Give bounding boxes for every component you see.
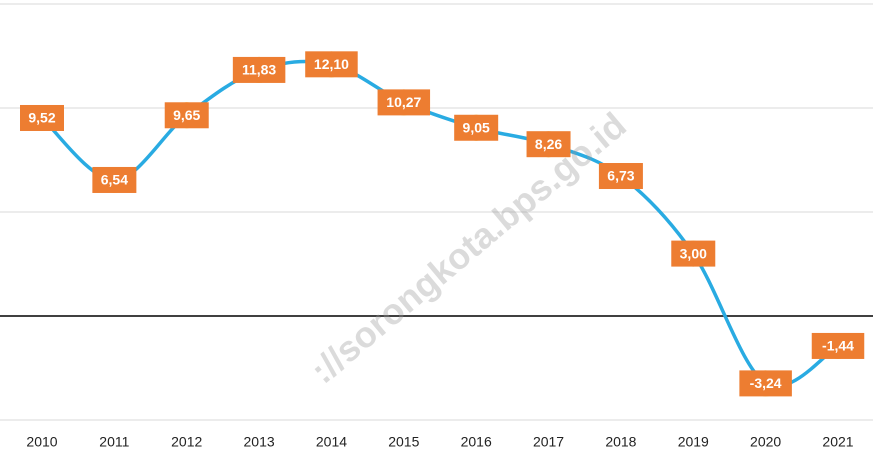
x-tick-label: 2017	[533, 434, 564, 450]
label-box	[739, 370, 792, 397]
x-tick-label: 2016	[461, 434, 492, 450]
label-box	[164, 102, 209, 129]
value-label: 8,26	[535, 136, 562, 152]
grid	[0, 3, 873, 421]
x-tick-label: 2010	[26, 434, 57, 450]
value-label: -3,24	[750, 375, 782, 391]
value-label: 6,73	[607, 168, 634, 184]
label-box	[454, 114, 499, 141]
value-label: 6,54	[101, 172, 128, 188]
label-box	[377, 89, 431, 116]
x-tick-label: 2019	[678, 434, 709, 450]
x-tick-label: 2013	[244, 434, 275, 450]
label-box	[232, 56, 286, 83]
value-label: 9,05	[463, 119, 490, 135]
x-tick-label: 2012	[171, 434, 202, 450]
x-tick-label: 2015	[388, 434, 419, 450]
label-box	[20, 104, 64, 131]
line	[40, 59, 839, 389]
label-box	[92, 166, 137, 193]
label-box	[671, 240, 716, 267]
label-box	[598, 163, 643, 190]
x-tick-label: 2011	[99, 434, 129, 450]
value-label: 9,52	[28, 110, 55, 126]
label-box	[811, 332, 865, 359]
value-label: 11,83	[242, 62, 276, 78]
x-tick-label: 2020	[750, 434, 781, 450]
label-box	[305, 51, 358, 78]
label-box	[526, 131, 571, 158]
x-tick-label: 2014	[316, 434, 347, 450]
value-label: 10,27	[386, 94, 421, 110]
x-tick-label: 2018	[605, 434, 636, 450]
value-label: -1,44	[822, 338, 854, 354]
value-label: 3,00	[680, 245, 707, 261]
value-label: 12,10	[314, 56, 349, 72]
watermark: ://sorongkota.bps.go.id	[302, 104, 633, 391]
value-label: 9,65	[173, 107, 200, 123]
x-tick-label: 2021	[822, 434, 853, 450]
